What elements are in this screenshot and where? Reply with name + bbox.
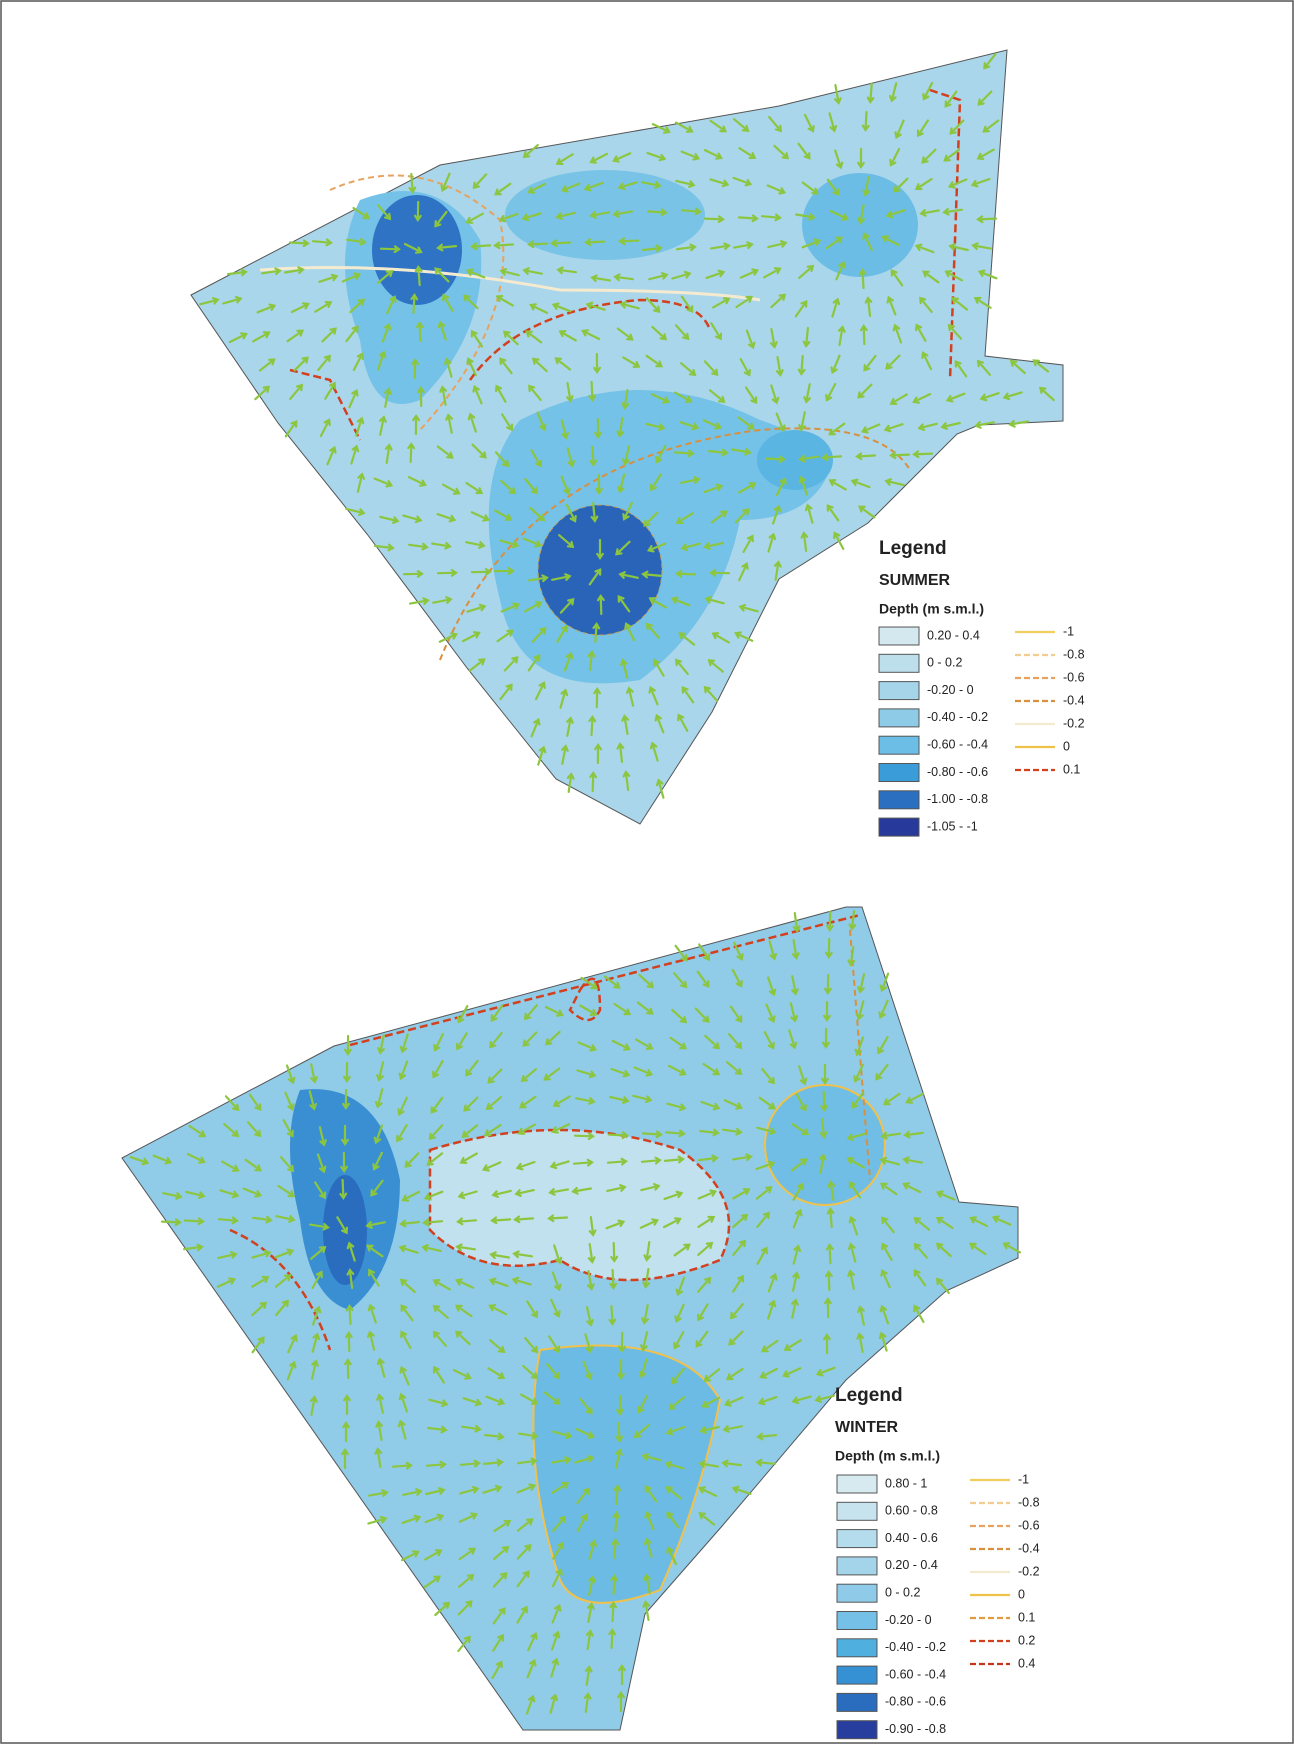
legend-label: 0.20 - 0.4: [927, 628, 980, 642]
legend-label: -0.4: [1018, 1541, 1040, 1555]
legend-label: -1.05 - -1: [927, 819, 978, 833]
legend-label: -0.2: [1063, 716, 1085, 730]
legend-swatch: [879, 791, 919, 809]
zone: [802, 173, 918, 277]
legend-label: -0.60 - -0.4: [885, 1667, 946, 1681]
legend-label: -0.2: [1018, 1564, 1040, 1578]
legend-label: -0.90 - -0.8: [885, 1722, 946, 1736]
legend-swatch: [837, 1557, 877, 1575]
legend-swatch: [879, 627, 919, 645]
legend-label: 0.40 - 0.6: [885, 1531, 938, 1545]
legend-swatch: [879, 654, 919, 672]
legend-label: 0.1: [1063, 762, 1080, 776]
figure: Legend SUMMER Depth (m s.m.l.) 0.20 - 0.4 0 …: [0, 0, 1294, 1744]
legend-label: -0.8: [1063, 647, 1085, 661]
legend-label: -0.6: [1063, 670, 1085, 684]
legend-label: 0.4: [1018, 1656, 1035, 1670]
legend-swatch: [837, 1666, 877, 1684]
legend-label: -0.20 - 0: [885, 1613, 932, 1627]
legend-season: SUMMER: [879, 572, 951, 589]
legend-label: -0.20 - 0: [927, 683, 974, 697]
legend-label: 0: [1063, 739, 1070, 753]
legend-swatch: [837, 1693, 877, 1711]
legend-swatch: [837, 1530, 877, 1548]
legend-title: Legend: [835, 1385, 903, 1406]
legend-label: -0.80 - -0.6: [927, 765, 988, 779]
legend-label: 0.80 - 1: [885, 1476, 927, 1490]
legend-swatch: [879, 709, 919, 727]
legend-label: 0.60 - 0.8: [885, 1504, 938, 1518]
legend-depth-title: Depth (m s.m.l.): [835, 1448, 940, 1464]
legend-swatch: [879, 764, 919, 782]
legend-label: -0.4: [1063, 693, 1085, 707]
legend-swatch: [837, 1721, 877, 1739]
legend-label: -1: [1018, 1472, 1029, 1486]
legend-label: 0 - 0.2: [885, 1585, 920, 1599]
legend-depth-title: Depth (m s.m.l.): [879, 601, 984, 617]
legend-label: -0.40 - -0.2: [927, 710, 988, 724]
legend-swatch: [837, 1584, 877, 1602]
legend-swatch: [837, 1502, 877, 1520]
legend-label: -0.60 - -0.4: [927, 737, 988, 751]
page: {"maps": [ {"legend_title": "Legend", "s…: [0, 0, 1294, 1744]
legend-label: 0: [1018, 1587, 1025, 1601]
legend-title: Legend: [879, 538, 947, 559]
legend-swatch: [837, 1639, 877, 1657]
legend-label: -0.6: [1018, 1518, 1040, 1532]
legend-swatch: [879, 818, 919, 836]
legend-label: -0.8: [1018, 1495, 1040, 1509]
legend-label: 0.2: [1018, 1633, 1035, 1647]
legend-label: -1.00 - -0.8: [927, 792, 988, 806]
zone: [430, 1130, 729, 1280]
legend-label: 0 - 0.2: [927, 656, 962, 670]
legend-label: 0.1: [1018, 1610, 1035, 1624]
legend-swatch: [879, 736, 919, 754]
legend-swatch: [879, 682, 919, 700]
legend-label: -0.40 - -0.2: [885, 1640, 946, 1654]
legend-swatch: [837, 1612, 877, 1630]
legend-label: 0.20 - 0.4: [885, 1558, 938, 1572]
legend-label: -0.80 - -0.6: [885, 1695, 946, 1709]
legend-swatch: [837, 1475, 877, 1493]
legend-label: -1: [1063, 624, 1074, 638]
zone: [757, 430, 833, 490]
legend-season: WINTER: [835, 1419, 899, 1436]
